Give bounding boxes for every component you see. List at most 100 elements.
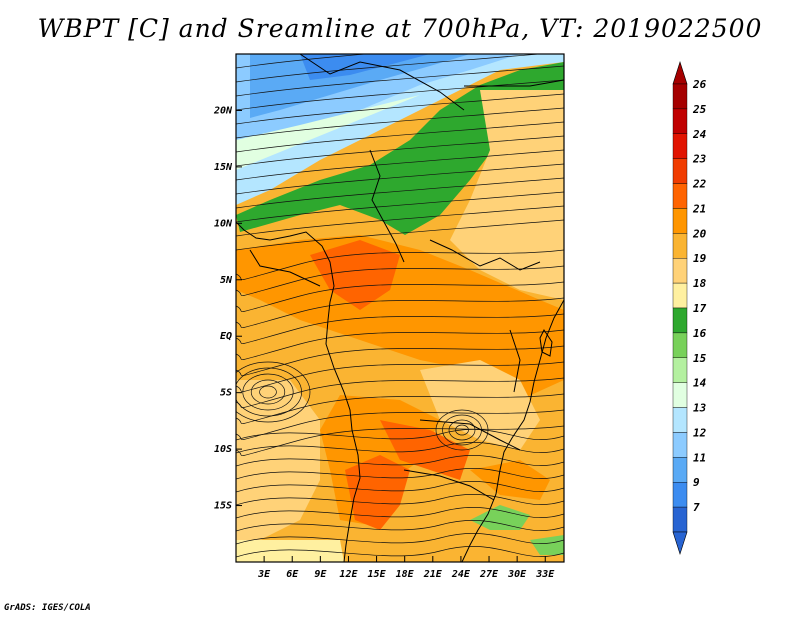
streamline [236, 393, 564, 424]
streamline [236, 481, 564, 493]
streamline [236, 191, 564, 223]
streamline-vortex [242, 373, 294, 411]
streamline [236, 520, 564, 532]
streamline [236, 65, 564, 97]
colorbar-label: 25 [692, 103, 707, 116]
west-coastline [236, 221, 361, 562]
border-1 [299, 54, 465, 111]
colorbar-swatch [672, 332, 688, 358]
streamline [236, 149, 564, 181]
lat-tick-label: 10S [214, 444, 232, 455]
streamline [236, 54, 370, 69]
streamline-vortex [250, 379, 286, 405]
colorbar-label: 11 [693, 451, 706, 464]
streamline [236, 361, 564, 392]
streamline [236, 177, 564, 209]
streamline [236, 429, 564, 441]
lat-tick-label: 15S [214, 501, 232, 512]
border-7 [249, 249, 321, 287]
streamline [236, 219, 564, 251]
lat-tick-label: EQ [220, 331, 232, 342]
border-3 [369, 149, 405, 263]
streamline [236, 163, 564, 195]
wbpt-region [450, 90, 564, 300]
colorbar-label: 9 [693, 476, 700, 489]
lake [539, 329, 553, 357]
lat-tick-label: 5N [220, 275, 233, 286]
streamline [236, 442, 564, 454]
streamline [236, 329, 564, 360]
streamline [236, 507, 564, 519]
streamlines [236, 54, 564, 558]
streamline [236, 107, 564, 139]
colorbar-swatch [672, 382, 688, 408]
streamline-vortex [236, 361, 311, 423]
colorbar-swatch [672, 506, 688, 533]
colorbar-swatch [672, 158, 688, 184]
streamline [236, 409, 564, 440]
border-5 [419, 419, 521, 451]
streamline [236, 249, 564, 280]
streamline [236, 494, 564, 506]
wbpt-region [530, 535, 564, 555]
lon-tick-label: 24E [451, 569, 471, 580]
lat-axis: 20N 15N 10N 5N EQ 5S 10S 15S [213, 105, 242, 512]
lon-tick-label: 27E [479, 569, 499, 580]
streamline-vortex [236, 367, 302, 417]
wbpt-region [236, 540, 344, 562]
colorbar-label: 14 [693, 377, 707, 390]
colorbar-label: 19 [693, 252, 707, 265]
border-8 [509, 329, 521, 393]
colorbar-label: 15 [693, 352, 707, 365]
lon-tick-label: 21E [423, 569, 443, 580]
east-coastline [461, 299, 564, 562]
colorbar-label: 17 [693, 302, 707, 315]
streamline [236, 377, 564, 408]
colorbar-swatch [672, 307, 688, 334]
colorbar-label: 16 [693, 327, 707, 340]
streamline [236, 297, 564, 328]
colorbar-label: 22 [692, 178, 707, 191]
wbpt-region [345, 455, 410, 530]
streamline [236, 533, 564, 545]
colorbar-swatch [672, 233, 688, 259]
lon-tick-label: 3E [257, 569, 271, 580]
streamline [236, 345, 564, 376]
colorbar-label: 26 [692, 78, 707, 91]
border-4 [429, 239, 541, 271]
streamline [236, 546, 564, 558]
streamline-vortex [259, 385, 277, 399]
lon-tick-label: 9E [314, 569, 327, 580]
streamline [236, 135, 564, 167]
streamline [236, 79, 564, 111]
streamline [236, 425, 564, 456]
border-6 [403, 469, 495, 501]
wbpt-region [236, 235, 564, 400]
lon-tick-label: 6E [286, 569, 299, 580]
streamline-vortex [448, 419, 476, 441]
lon-tick-label: 33E [535, 569, 555, 580]
streamline [236, 455, 564, 467]
streamline [236, 54, 545, 83]
colorbar-label: 12 [693, 426, 707, 439]
colorbar-label: 21 [692, 202, 706, 215]
colorbar-label: 7 [693, 501, 700, 514]
streamline [236, 121, 564, 153]
lon-axis: 3E 6E 9E 12E 15E 18E 21E 24E 27E 30E 33E [257, 556, 555, 580]
colorbar-swatch [672, 407, 688, 433]
lat-tick-label: 5S [220, 388, 232, 399]
colorbar-swatch [672, 482, 688, 508]
wbpt-region [236, 95, 420, 170]
streamline [236, 313, 564, 344]
wbpt-region [470, 505, 530, 530]
colorbar-swatch [672, 432, 688, 458]
credit-text: GrADS: IGES/COLA [4, 603, 91, 613]
border-2 [464, 79, 564, 87]
wbpt-region [420, 360, 540, 450]
wbpt-region [236, 62, 564, 235]
colorbar-swatch [672, 108, 688, 134]
colorbar-label: 13 [693, 402, 707, 415]
colorbar-swatch [672, 357, 688, 383]
